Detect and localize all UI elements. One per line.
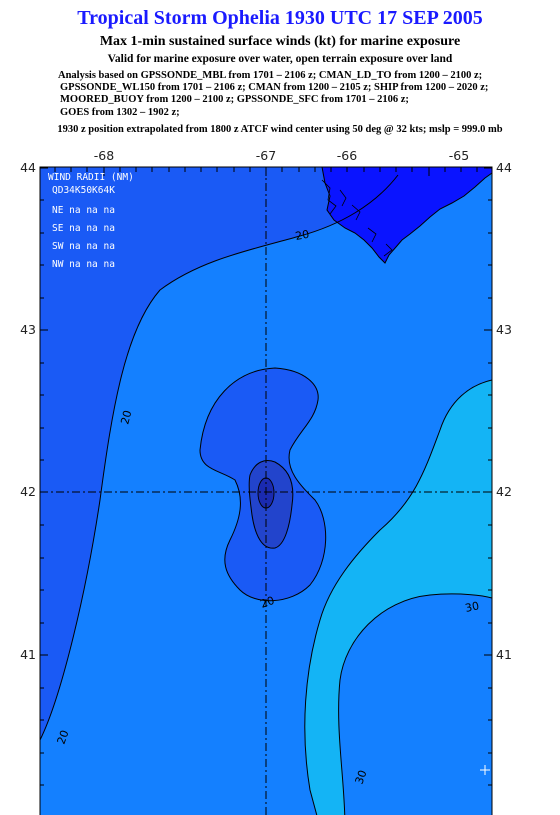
position-note: 1930 z position extrapolated from 1800 z… xyxy=(57,124,503,135)
plus-marker xyxy=(480,765,490,775)
contour-labels: 20 20 20 30 20 30 xyxy=(55,228,481,786)
contour-label: 20 xyxy=(259,594,277,611)
wind-radii-title: WIND RADII (NM) xyxy=(48,172,134,183)
wind-field-map: 20 20 20 30 20 30 -68 -67 -66 -65 4 xyxy=(20,148,512,815)
contour-line xyxy=(40,174,399,815)
contour-label: 30 xyxy=(353,768,370,786)
latitude-label-left: 41 xyxy=(20,647,36,662)
contour-label: 20 xyxy=(118,409,134,426)
wind-radii-row: SW na na na xyxy=(52,241,115,252)
contour-line xyxy=(248,460,294,549)
longitude-label: -65 xyxy=(449,148,469,163)
wind-region-30-40kt xyxy=(304,380,492,815)
latitude-label-right: 42 xyxy=(496,484,512,499)
contour-label: 30 xyxy=(464,599,480,615)
latitude-label-right: 44 xyxy=(496,160,512,175)
latitude-label-right: 43 xyxy=(496,322,512,337)
exposure-note: Valid for marine exposure over water, op… xyxy=(107,53,453,65)
contour-line xyxy=(304,379,492,815)
analysis-line: Analysis based on GPSSONDE_MBL from 1701… xyxy=(58,70,483,81)
longitude-label: -66 xyxy=(337,148,357,163)
map-subtitle: Max 1-min sustained surface winds (kt) f… xyxy=(99,34,461,49)
wind-radii-header: QD34K50K64K xyxy=(52,185,115,196)
wind-radii-row: SE na na na xyxy=(52,223,115,234)
analysis-sources: Analysis based on GPSSONDE_MBL from 1701… xyxy=(58,70,488,119)
latitude-label-left: 43 xyxy=(20,322,36,337)
contour-line xyxy=(199,367,327,602)
contour-line xyxy=(338,593,492,815)
latitude-axis xyxy=(40,167,492,786)
map-title: Tropical Storm Ophelia 1930 UTC 17 SEP 2… xyxy=(77,7,483,29)
contour-label: 20 xyxy=(55,728,72,746)
latitude-label-left: 44 xyxy=(20,160,36,175)
latitude-label-left: 42 xyxy=(20,484,36,499)
wind-radii-table: WIND RADII (NM) QD34K50K64K NE na na na … xyxy=(48,172,134,270)
longitude-label: -68 xyxy=(94,148,114,163)
longitude-axis xyxy=(54,167,478,176)
analysis-line: MOORED_BUOY from 1200 – 2100 z; GPSSONDE… xyxy=(60,94,409,106)
longitude-label: -67 xyxy=(256,148,276,163)
latitude-label-right: 41 xyxy=(496,647,512,662)
contour-label: 20 xyxy=(294,228,310,243)
analysis-line: GPSSONDE_WL150 from 1701 – 2106 z; CMAN … xyxy=(60,82,489,94)
coastline-detail xyxy=(321,179,393,257)
wind-contour-field xyxy=(40,167,492,815)
wind-radii-row: NW na na na xyxy=(52,259,115,270)
wind-radii-row: NE na na na xyxy=(52,205,115,216)
analysis-line: GOES from 1302 – 1902 z; xyxy=(60,106,180,118)
land-nova-scotia xyxy=(321,167,492,264)
